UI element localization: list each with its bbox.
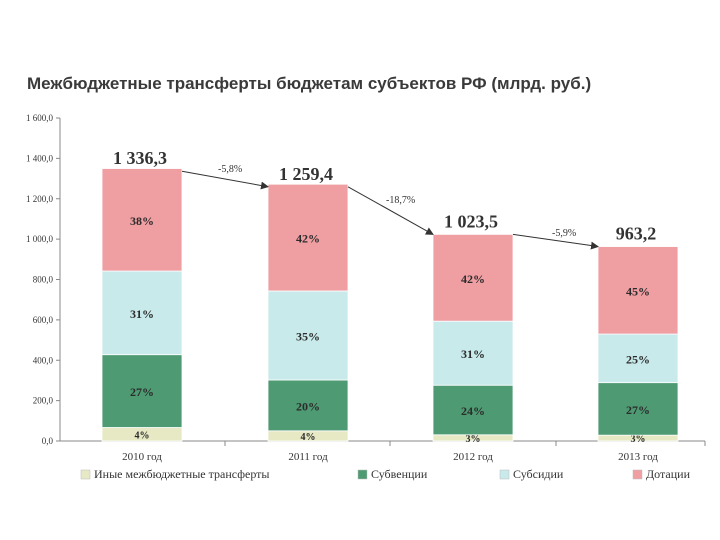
- data-label-other: 4%: [135, 430, 150, 441]
- legend-swatch-subventions: [357, 469, 368, 480]
- data-label-subventions: 27%: [626, 403, 650, 417]
- legend-label-grants: Дотации: [646, 467, 691, 481]
- y-tick-label: 1 400,0: [26, 153, 54, 163]
- change-arrow: [181, 170, 269, 190]
- total-label: 1 259,4: [279, 164, 333, 184]
- change-label: -18,7%: [386, 195, 415, 206]
- data-label-grants: 45%: [626, 284, 650, 298]
- data-label-subsidies: 31%: [130, 307, 154, 321]
- legend-label-other: Иные межбюджетные трансферты: [94, 467, 269, 481]
- total-label: 963,2: [616, 224, 657, 244]
- total-label: 1 336,3: [113, 148, 167, 168]
- bar-segment-grants: [101, 168, 183, 272]
- change-arrow: [347, 186, 434, 235]
- y-tick-label: 1 600,0: [26, 113, 54, 123]
- y-tick-label: 400,0: [33, 355, 54, 365]
- bar-segment-grants: [432, 233, 514, 322]
- data-label-subventions: 24%: [461, 404, 485, 418]
- data-label-subsidies: 31%: [461, 347, 485, 361]
- y-tick-label: 0,0: [42, 436, 54, 446]
- y-tick-label: 800,0: [33, 275, 54, 285]
- y-tick-label: 200,0: [33, 396, 54, 406]
- total-label: 1 023,5: [444, 211, 498, 231]
- bar-segment-subventions: [432, 384, 514, 436]
- data-label-subsidies: 35%: [296, 329, 320, 343]
- data-label-grants: 42%: [461, 272, 485, 286]
- bar-segment-subsidies: [267, 290, 349, 381]
- data-label-other: 3%: [466, 434, 481, 445]
- change-label: -5,9%: [552, 228, 576, 239]
- y-tick-label: 600,0: [33, 315, 54, 325]
- x-tick-label: 2012 год: [453, 451, 493, 463]
- data-label-grants: 38%: [130, 214, 154, 228]
- bar-segment-subsidies: [101, 270, 183, 356]
- y-tick-label: 1 200,0: [26, 194, 54, 204]
- bar-segment-subventions: [101, 354, 183, 428]
- bar-segment-grants: [597, 246, 679, 335]
- change-label: -5,8%: [218, 164, 242, 175]
- x-tick-label: 2010 год: [122, 451, 162, 463]
- data-label-other: 3%: [631, 434, 646, 445]
- bar-segment-subsidies: [432, 320, 514, 386]
- bar-segment-subventions: [267, 379, 349, 432]
- data-label-subventions: 20%: [296, 399, 320, 413]
- legend-label-subsidies: Субсидии: [513, 467, 564, 481]
- bar-segment-subventions: [597, 382, 679, 436]
- y-tick-label: 1 000,0: [26, 234, 54, 244]
- legend-swatch-subsidies: [499, 469, 510, 480]
- data-label-grants: 42%: [296, 232, 320, 246]
- bar-segment-subsidies: [597, 333, 679, 384]
- x-tick-label: 2013 год: [618, 451, 658, 463]
- legend-swatch-grants: [632, 469, 643, 480]
- chart-title: Межбюджетные трансферты бюджетам субъект…: [27, 74, 592, 93]
- data-label-subventions: 27%: [130, 385, 154, 399]
- data-label-other: 4%: [301, 432, 316, 443]
- change-arrow: [512, 233, 599, 250]
- legend-label-subventions: Субвенции: [371, 467, 428, 481]
- legend-swatch-other: [80, 469, 91, 480]
- bar-segment-grants: [267, 183, 349, 292]
- x-tick-label: 2011 год: [288, 451, 328, 463]
- data-label-subsidies: 25%: [626, 352, 650, 366]
